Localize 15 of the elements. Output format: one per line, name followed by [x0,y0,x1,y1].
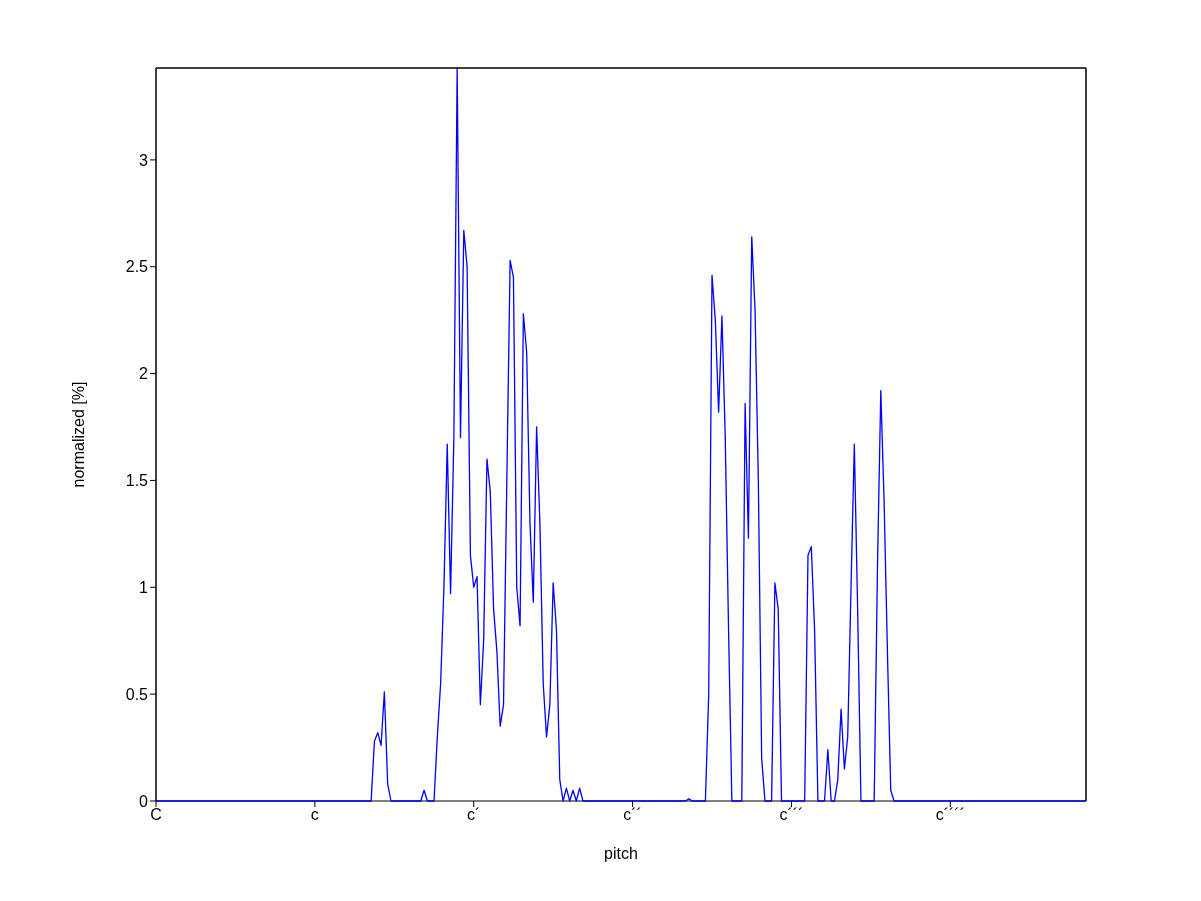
y-tick-label: 1.5 [125,472,149,490]
y-tick-label: 0.5 [125,685,149,703]
x-tick-label: c´ [467,806,481,824]
y-tick-label: 2 [139,365,149,383]
y-tick-label: 2.5 [125,258,149,276]
x-tick-label: c´´´ [779,806,804,824]
x-tick-label: c´´ [623,806,642,824]
y-tick-label: 1 [139,578,149,596]
x-tick-label: c [310,806,319,824]
y-tick-label: 0 [139,792,149,810]
x-axis-title: pitch [604,845,638,862]
y-tick-label: 3 [139,151,149,169]
x-tick-label: c´´´´ [935,806,965,824]
x-tick-label: C [150,806,162,824]
y-axis-title: normalized [%] [69,381,87,488]
